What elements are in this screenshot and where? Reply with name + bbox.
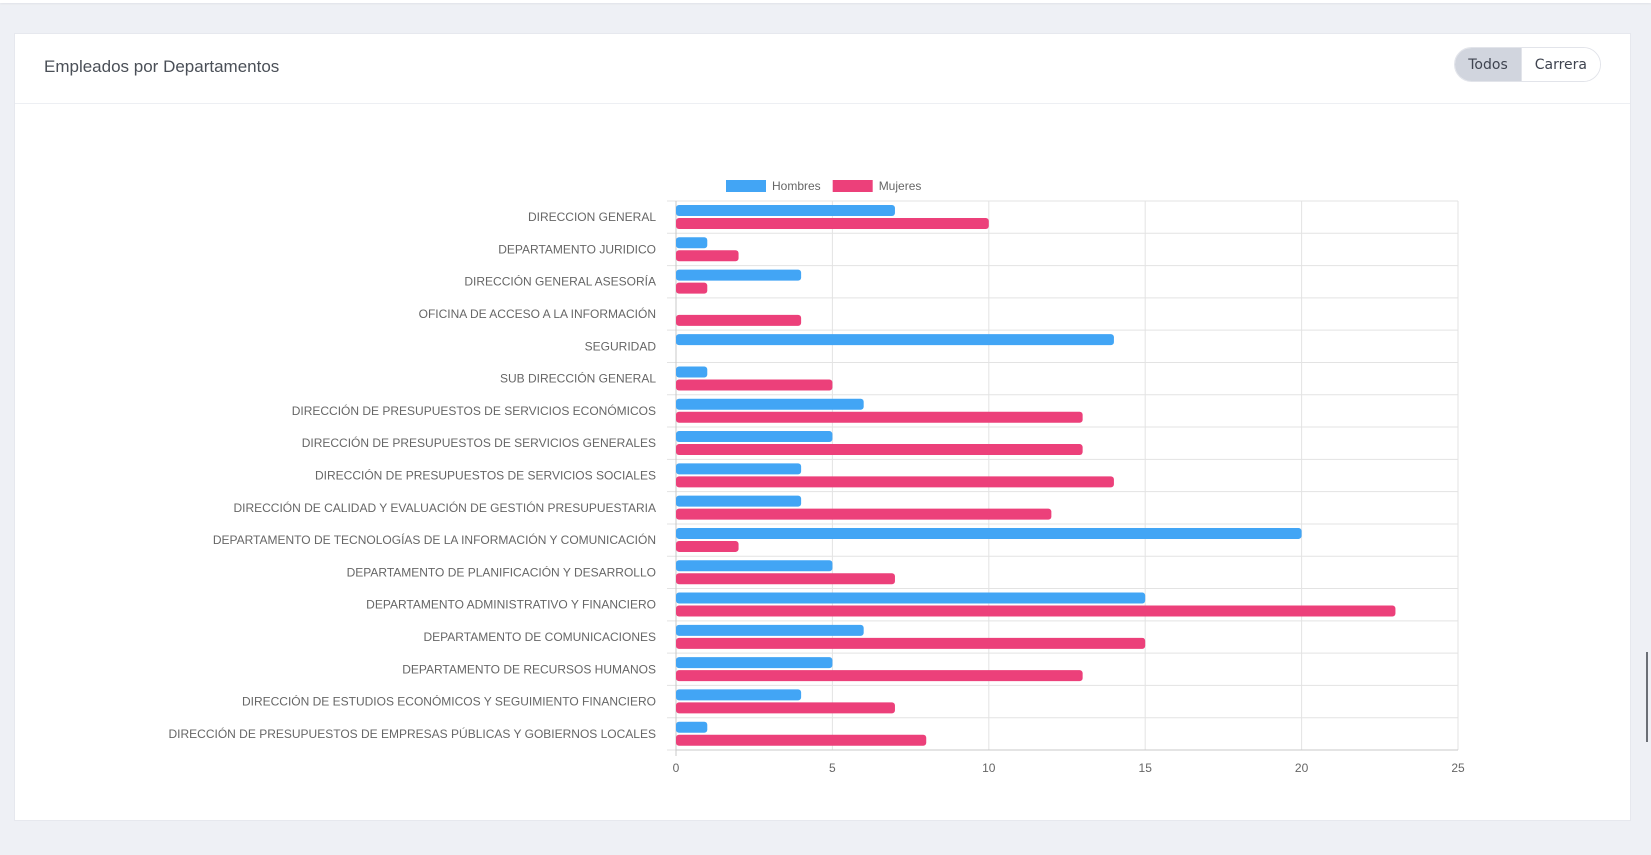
filter-button-group: Todos Carrera (1454, 47, 1601, 82)
y-category-label: DIRECCIÓN DE PRESUPUESTOS DE SERVICIOS S… (315, 468, 656, 483)
y-category-label: DEPARTAMENTO ADMINISTRATIVO Y FINANCIERO (366, 598, 656, 612)
bar-hombres (676, 334, 1114, 346)
y-category-label: DIRECCIÓN DE PRESUPUESTOS DE SERVICIOS G… (302, 435, 656, 450)
y-category-label: DIRECCIÓN GENERAL ASESORÍA (464, 274, 656, 289)
bar-mujeres (676, 379, 833, 391)
bar-mujeres (676, 670, 1083, 682)
bar-mujeres (676, 411, 1083, 423)
top-strip (0, 0, 1651, 3)
bar-hombres (676, 366, 708, 378)
x-tick-label: 0 (673, 761, 680, 775)
legend-swatch-hombres (726, 180, 766, 192)
legend-swatch-mujeres (832, 180, 873, 192)
y-category-label: DEPARTAMENTO DE PLANIFICACIÓN Y DESARROL… (347, 564, 656, 579)
bar-hombres (676, 269, 802, 281)
y-category-label: DIRECCIÓN DE CALIDAD Y EVALUACIÓN DE GES… (233, 500, 656, 515)
bar-hombres (676, 398, 864, 410)
bar-hombres (676, 624, 864, 636)
y-category-label: DEPARTAMENTO DE TECNOLOGÍAS DE LA INFORM… (213, 532, 656, 547)
x-tick-label: 10 (982, 761, 996, 775)
bar-mujeres (676, 250, 739, 262)
bar-mujeres (676, 605, 1396, 617)
bar-mujeres (676, 637, 1146, 649)
y-category-label: DIRECCIÓN DE PRESUPUESTOS DE EMPRESAS PÚ… (169, 726, 656, 741)
bar-mujeres (676, 218, 989, 229)
bar-hombres (676, 237, 708, 249)
legend-label-mujeres: Mujeres (879, 179, 922, 193)
x-tick-label: 5 (829, 761, 836, 775)
bar-hombres (676, 463, 802, 475)
y-category-label: SEGURIDAD (585, 339, 657, 353)
legend-label-hombres: Hombres (772, 179, 821, 193)
bar-hombres (676, 689, 802, 701)
y-category-label: DIRECCION GENERAL (528, 210, 656, 224)
y-category-label: DIRECCIÓN DE PRESUPUESTOS DE SERVICIOS E… (292, 403, 656, 418)
x-tick-label: 25 (1451, 761, 1465, 775)
scrollbar-thumb[interactable] (1646, 652, 1648, 742)
bar-mujeres (676, 702, 895, 714)
y-category-label: OFICINA DE ACCESO A LA INFORMACIÓN (419, 306, 656, 321)
y-category-label: SUB DIRECCIÓN GENERAL (500, 371, 656, 386)
bar-hombres (676, 431, 833, 443)
filter-todos-button[interactable]: Todos (1455, 48, 1521, 81)
y-category-label: DIRECCIÓN DE ESTUDIOS ECONÓMICOS Y SEGUI… (242, 694, 656, 709)
bar-hombres (676, 560, 833, 572)
y-category-label: DEPARTAMENTO DE RECURSOS HUMANOS (402, 662, 656, 676)
y-category-label: DEPARTAMENTO DE COMUNICACIONES (424, 630, 656, 644)
card-title: Empleados por Departamentos (44, 57, 280, 76)
bar-mujeres (676, 540, 739, 552)
bar-hombres (676, 657, 833, 669)
y-category-label: DEPARTAMENTO JURIDICO (498, 242, 656, 256)
bar-mujeres (676, 444, 1083, 456)
x-tick-label: 20 (1295, 761, 1309, 775)
bar-hombres (676, 721, 708, 733)
bar-mujeres (676, 314, 802, 326)
bar-mujeres (676, 476, 1114, 488)
bar-mujeres (676, 734, 927, 746)
bar-hombres (676, 527, 1302, 539)
bar-mujeres (676, 508, 1052, 520)
filter-carrera-button[interactable]: Carrera (1520, 48, 1600, 81)
bar-hombres (676, 205, 895, 216)
bar-hombres (676, 495, 802, 507)
bar-mujeres (676, 282, 708, 294)
card-header: Empleados por Departamentos Todos Carrer… (15, 34, 1630, 104)
x-tick-label: 15 (1139, 761, 1153, 775)
bar-mujeres (676, 573, 895, 585)
bar-hombres (676, 592, 1146, 604)
